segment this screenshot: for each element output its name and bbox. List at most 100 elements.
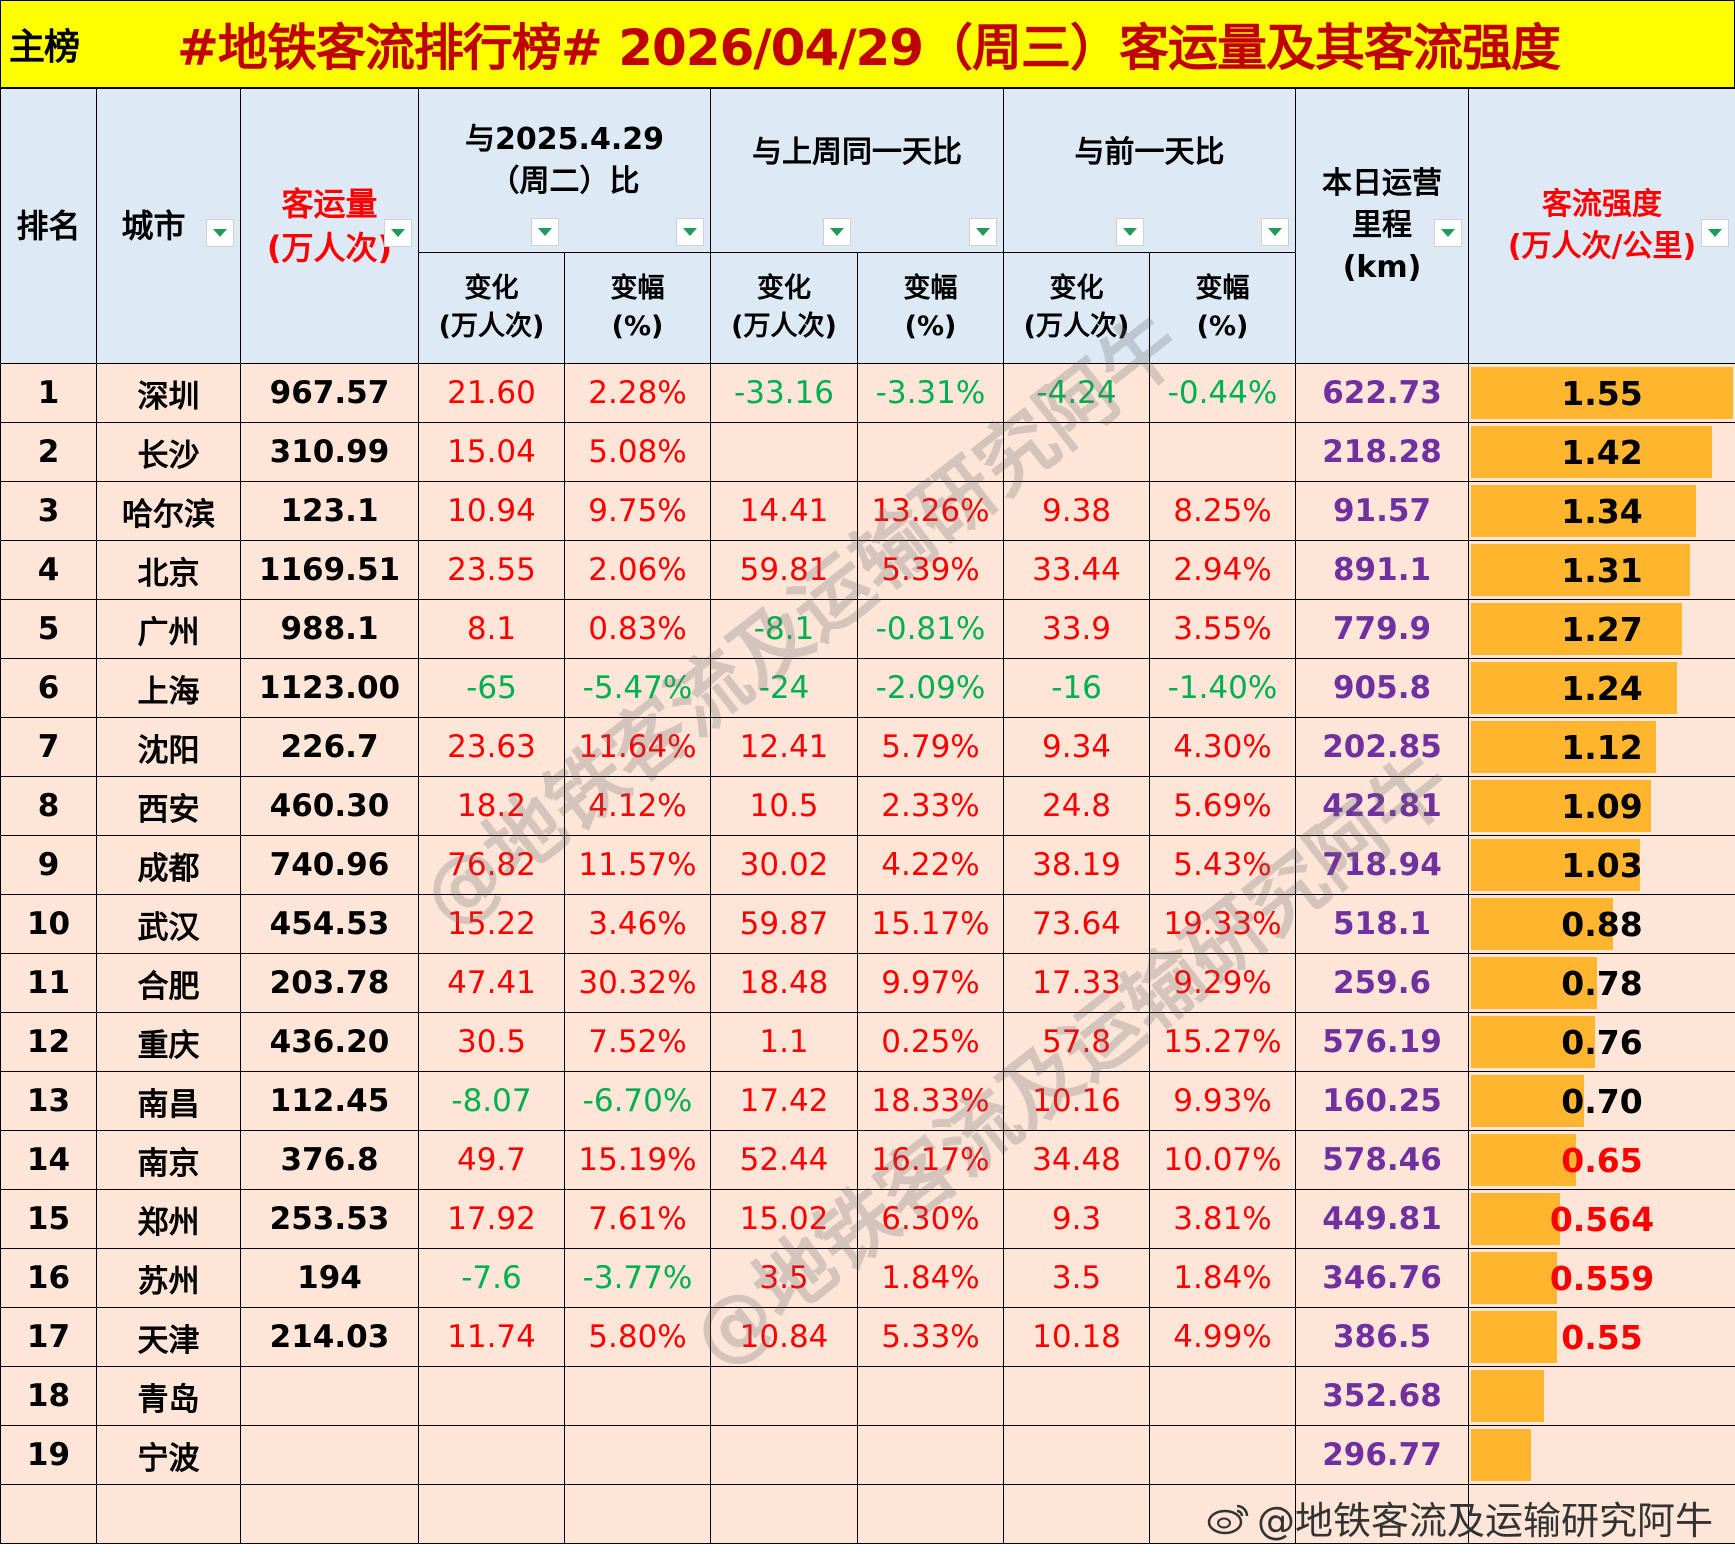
filter-dropdown-city[interactable] [206, 219, 234, 247]
table-row[interactable]: 12 重庆 436.20 30.5 7.52% 1.1 0.25% 57.8 15.27% 576… [0, 1012, 1735, 1072]
cell-city[interactable]: 天津 [96, 1307, 241, 1367]
cell-ly-pct[interactable]: 4.12% [563, 776, 712, 836]
filter-dropdown-pd-change[interactable] [1116, 218, 1145, 246]
cell-intensity[interactable]: 0.88 [1468, 894, 1735, 954]
cell-pd-pct[interactable] [1149, 1425, 1297, 1485]
cell-pd-pct[interactable]: 9.93% [1149, 1071, 1297, 1131]
cell-lw-chg[interactable]: 12.41 [710, 717, 859, 777]
cell-rank[interactable]: 17 [0, 1307, 97, 1367]
cell-rank[interactable]: 2 [0, 422, 97, 482]
cell-mileage[interactable]: 91.57 [1295, 481, 1470, 541]
cell-pd-chg[interactable]: 9.38 [1003, 481, 1151, 541]
cell-ly-pct[interactable]: 5.80% [563, 1307, 712, 1367]
cell-lw-pct[interactable]: 13.26% [857, 481, 1005, 541]
cell-ly-chg[interactable]: 21.60 [418, 363, 565, 423]
cell-lw-pct[interactable]: 2.33% [857, 776, 1005, 836]
cell-mileage[interactable]: 891.1 [1295, 540, 1470, 600]
cell-volume[interactable]: 253.53 [240, 1189, 419, 1249]
cell-lw-chg[interactable]: 10.84 [710, 1307, 859, 1367]
cell-pd-pct[interactable]: 8.25% [1149, 481, 1297, 541]
cell-ly-pct[interactable]: -6.70% [563, 1071, 712, 1131]
cell-ly-pct[interactable]: 7.61% [563, 1189, 712, 1249]
cell-pd-chg[interactable]: 38.19 [1003, 835, 1151, 895]
cell-ly-pct[interactable]: 9.75% [563, 481, 712, 541]
cell-intensity[interactable]: 1.31 [1468, 540, 1735, 600]
cell-volume[interactable]: 194 [240, 1248, 419, 1308]
cell-intensity[interactable]: 1.55 [1468, 363, 1735, 423]
cell-pd-chg[interactable] [1003, 1425, 1151, 1485]
cell-intensity[interactable]: 1.12 [1468, 717, 1735, 777]
cell-pd-pct[interactable]: 3.81% [1149, 1189, 1297, 1249]
cell-intensity[interactable]: 1.03 [1468, 835, 1735, 895]
cell-pd-pct[interactable]: 10.07% [1149, 1130, 1297, 1190]
cell-mileage[interactable]: 905.8 [1295, 658, 1470, 718]
cell-ly-chg[interactable]: 18.2 [418, 776, 565, 836]
cell-rank[interactable]: 16 [0, 1248, 97, 1308]
cell-rank[interactable]: 10 [0, 894, 97, 954]
cell-lw-chg[interactable]: 3.5 [710, 1248, 859, 1308]
table-row[interactable]: 13 南昌 112.45 -8.07 -6.70% 17.42 18.33% 10.16 9.9… [0, 1071, 1735, 1131]
cell-lw-chg[interactable]: 1.1 [710, 1012, 859, 1072]
cell-volume[interactable]: 460.30 [240, 776, 419, 836]
cell-city[interactable]: 上海 [96, 658, 241, 718]
cell-ly-pct[interactable]: 2.06% [563, 540, 712, 600]
cell-city[interactable]: 郑州 [96, 1189, 241, 1249]
table-row[interactable]: 19 宁波 296.77 [0, 1425, 1735, 1485]
cell-ly-chg[interactable]: 23.63 [418, 717, 565, 777]
table-row[interactable]: 8 西安 460.30 18.2 4.12% 10.5 2.33% 24.8 5.69% 422.… [0, 776, 1735, 836]
table-row[interactable]: 4 北京 1169.51 23.55 2.06% 59.81 5.39% 33.44 2.94%… [0, 540, 1735, 600]
cell-pd-chg[interactable] [1003, 1366, 1151, 1426]
cell-lw-chg[interactable]: 15.02 [710, 1189, 859, 1249]
cell-rank[interactable]: 13 [0, 1071, 97, 1131]
cell-ly-chg[interactable]: 10.94 [418, 481, 565, 541]
cell-pd-chg[interactable]: 73.64 [1003, 894, 1151, 954]
table-row[interactable]: 10 武汉 454.53 15.22 3.46% 59.87 15.17% 73.64 19.3… [0, 894, 1735, 954]
cell-volume[interactable]: 436.20 [240, 1012, 419, 1072]
cell-pd-chg[interactable]: 3.5 [1003, 1248, 1151, 1308]
cell-intensity[interactable]: 1.27 [1468, 599, 1735, 659]
cell-volume[interactable]: 1123.00 [240, 658, 419, 718]
cell-lw-pct[interactable]: 18.33% [857, 1071, 1005, 1131]
cell-lw-chg[interactable]: -33.16 [710, 363, 859, 423]
cell-city[interactable]: 宁波 [96, 1425, 241, 1485]
cell-volume[interactable]: 112.45 [240, 1071, 419, 1131]
cell-city[interactable]: 南京 [96, 1130, 241, 1190]
cell-pd-pct[interactable]: 15.27% [1149, 1012, 1297, 1072]
cell-intensity[interactable]: 1.34 [1468, 481, 1735, 541]
cell-pd-pct[interactable]: -1.40% [1149, 658, 1297, 718]
cell-pd-chg[interactable]: 17.33 [1003, 953, 1151, 1013]
cell-mileage[interactable]: 296.77 [1295, 1425, 1470, 1485]
cell-pd-chg[interactable]: 24.8 [1003, 776, 1151, 836]
cell-volume[interactable]: 310.99 [240, 422, 419, 482]
cell-ly-pct[interactable]: 30.32% [563, 953, 712, 1013]
cell-ly-pct[interactable]: 11.57% [563, 835, 712, 895]
cell-pd-chg[interactable]: 33.44 [1003, 540, 1151, 600]
cell-lw-pct[interactable]: 5.33% [857, 1307, 1005, 1367]
cell-mileage[interactable]: 346.76 [1295, 1248, 1470, 1308]
cell-intensity[interactable] [1468, 1425, 1735, 1485]
filter-dropdown-lw-pct[interactable] [969, 218, 998, 246]
cell-pd-chg[interactable]: 10.16 [1003, 1071, 1151, 1131]
cell-mileage[interactable]: 622.73 [1295, 363, 1470, 423]
cell-ly-chg[interactable]: -65 [418, 658, 565, 718]
cell-lw-chg[interactable]: 14.41 [710, 481, 859, 541]
cell-volume[interactable]: 203.78 [240, 953, 419, 1013]
cell-pd-pct[interactable]: 9.29% [1149, 953, 1297, 1013]
cell-pd-chg[interactable]: 33.9 [1003, 599, 1151, 659]
cell-city[interactable]: 重庆 [96, 1012, 241, 1072]
table-row[interactable]: 15 郑州 253.53 17.92 7.61% 15.02 6.30% 9.3 3.81% 44… [0, 1189, 1735, 1249]
cell-pd-pct[interactable]: 2.94% [1149, 540, 1297, 600]
cell-ly-chg[interactable]: 17.92 [418, 1189, 565, 1249]
cell-lw-pct[interactable]: -0.81% [857, 599, 1005, 659]
cell-ly-pct[interactable]: 3.46% [563, 894, 712, 954]
cell-pd-pct[interactable]: 19.33% [1149, 894, 1297, 954]
cell-intensity[interactable]: 1.09 [1468, 776, 1735, 836]
cell-ly-chg[interactable]: 47.41 [418, 953, 565, 1013]
cell-ly-pct[interactable]: 2.28% [563, 363, 712, 423]
cell-rank[interactable]: 9 [0, 835, 97, 895]
cell-rank[interactable]: 5 [0, 599, 97, 659]
cell-pd-chg[interactable]: 9.3 [1003, 1189, 1151, 1249]
cell-lw-chg[interactable]: 17.42 [710, 1071, 859, 1131]
cell-ly-pct[interactable] [563, 1425, 712, 1485]
filter-dropdown-lw-change[interactable] [823, 218, 852, 246]
